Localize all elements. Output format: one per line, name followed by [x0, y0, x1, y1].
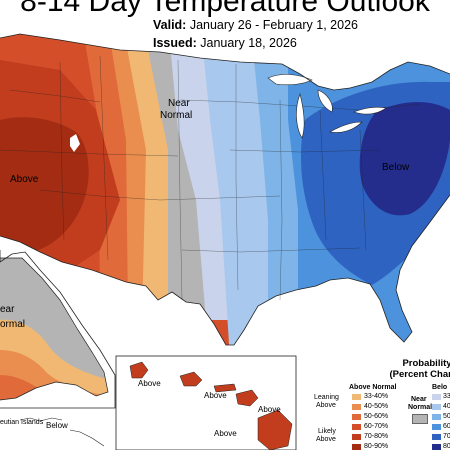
conus-outline	[0, 33, 450, 346]
band-near-normal	[138, 34, 208, 320]
label-aleutian: eutian Islands	[0, 419, 44, 426]
label-near-normal-2: Normal	[160, 110, 192, 121]
legend-below-bin-2: 50	[443, 413, 450, 420]
legend-swatch-above-3	[352, 424, 361, 430]
band-above-40-50	[104, 34, 152, 310]
legend-swatch-near-normal	[412, 414, 428, 424]
issued-line: Issued: January 18, 2026	[153, 36, 297, 51]
label-hawaii-above-1: Above	[138, 379, 161, 388]
band-above-33-40	[118, 34, 170, 320]
legend-above-bin-5: 80-90%	[364, 443, 389, 450]
legend-above-bin-2: 50-60%	[364, 413, 389, 420]
hawaii-maui	[235, 389, 259, 407]
legend-above-bin-0: 33-40%	[364, 393, 389, 400]
legend-swatch-below-5	[432, 444, 441, 450]
legend-swatch-above-4	[352, 434, 361, 440]
legend-title-line-1: Probability	[402, 358, 450, 369]
label-alaska-near-2: ormal	[0, 319, 25, 330]
legend-swatch-below-1	[432, 404, 441, 410]
issued-label: Issued:	[153, 36, 197, 50]
legend-swatch-above-2	[352, 414, 361, 420]
legend-swatch-below-2	[432, 414, 441, 420]
label-hawaii-above-3: Above	[258, 405, 281, 414]
band-below-40-50	[198, 34, 270, 345]
label-below: Below	[382, 162, 410, 173]
legend-swatch-above-0	[352, 394, 361, 400]
legend-swatch-below-4	[432, 434, 441, 440]
legend-near-normal-2: Normal	[408, 404, 433, 411]
label-hawaii-above-2: Above	[204, 391, 227, 400]
legend-likely-above-1: Likely	[318, 428, 336, 435]
label-alaska-near-1: ear	[0, 304, 15, 315]
legend-below-bin-0: 33	[443, 393, 450, 400]
legend-below-bin-4: 70	[443, 433, 450, 440]
legend-title: Probability (Percent Chance	[372, 358, 450, 380]
hawaii-kauai	[129, 361, 149, 379]
legend-above-normal-heading: Above Normal	[349, 384, 397, 391]
band-below-50-60	[248, 34, 300, 345]
label-above: Above	[10, 174, 39, 185]
legend-leaning-above-2: Above	[316, 402, 336, 409]
salt-lake	[70, 134, 80, 152]
issued-date: January 18, 2026	[200, 36, 297, 50]
legend-below-bin-5: 80	[443, 443, 450, 450]
band-above-80-90	[0, 117, 89, 254]
legend-title-line-2: (Percent Chance	[389, 369, 450, 380]
valid-label: Valid:	[153, 18, 187, 32]
legend-near-normal-1: Near	[411, 396, 427, 403]
legend-swatch-below-3	[432, 424, 441, 430]
band-below-33-40	[166, 34, 232, 320]
hawaii-inset	[115, 355, 297, 450]
legend-above-bin-1: 40-50%	[364, 403, 389, 410]
label-near-normal-1: Near	[168, 98, 190, 109]
hawaii-big-island	[257, 409, 293, 450]
label-alaska-below: Below	[46, 421, 68, 430]
label-hawaii-above-4: Above	[214, 429, 237, 438]
legend-above-bin-4: 70-80%	[364, 433, 389, 440]
legend-below-bin-1: 40	[443, 403, 450, 410]
great-lakes	[267, 74, 387, 139]
page-title: 8-14 Day Temperature Outlook	[20, 0, 430, 18]
band-below-80-90	[359, 101, 450, 216]
legend-above-bin-3: 60-70%	[364, 423, 389, 430]
hawaii-molokai	[213, 383, 237, 393]
legend-below-heading: Belo	[432, 384, 448, 391]
legend-swatch-above-1	[352, 404, 361, 410]
valid-line: Valid: January 26 - February 1, 2026	[153, 18, 358, 33]
valid-dates: January 26 - February 1, 2026	[189, 18, 358, 32]
legend-swatch-above-5	[352, 444, 361, 450]
legend-likely-above-2: Above	[316, 436, 336, 443]
legend-leaning-above-1: Leaning	[314, 394, 339, 401]
legend-below-bin-3: 60	[443, 423, 450, 430]
hawaii-oahu	[179, 371, 203, 387]
alaska-inset	[0, 250, 116, 447]
legend-swatch-below-0	[432, 394, 441, 400]
